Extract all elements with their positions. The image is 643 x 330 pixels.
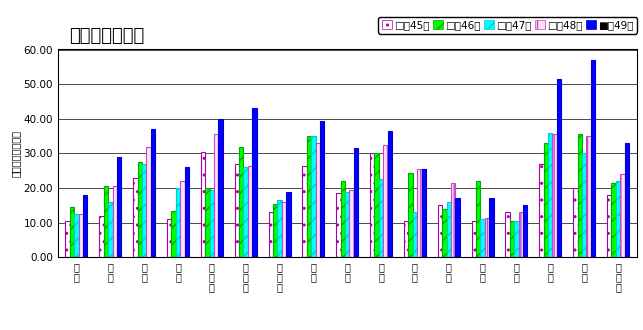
Bar [582, 153, 586, 257]
Bar [383, 145, 388, 257]
Y-axis label: 定点当たり報告数: 定点当たり報告数 [11, 130, 21, 177]
Bar [214, 134, 219, 257]
Bar [341, 181, 345, 257]
Bar [142, 164, 147, 257]
Bar [510, 221, 514, 257]
Bar [446, 202, 451, 257]
Bar [282, 202, 286, 257]
Bar [586, 136, 591, 257]
Bar [591, 60, 595, 257]
Bar [485, 217, 489, 257]
Bar [269, 213, 273, 257]
Bar [75, 214, 78, 257]
Bar [311, 136, 316, 257]
Bar [519, 213, 523, 257]
Bar [117, 157, 122, 257]
Bar [577, 134, 582, 257]
Bar [544, 143, 548, 257]
Bar [66, 221, 70, 257]
Bar [83, 195, 87, 257]
Bar [505, 213, 510, 257]
Legend: □第45週, □第46週, □第47週, □第48週, ■第49週: □第45週, □第46週, □第47週, □第48週, ■第49週 [378, 17, 637, 34]
Bar [616, 181, 620, 257]
Bar [573, 188, 577, 257]
Bar [480, 219, 485, 257]
Bar [514, 221, 519, 257]
Bar [316, 143, 320, 257]
Bar [442, 209, 446, 257]
Bar [286, 191, 291, 257]
Bar [417, 169, 422, 257]
Bar [307, 136, 311, 257]
Bar [320, 120, 324, 257]
Bar [235, 164, 239, 257]
Bar [611, 183, 616, 257]
Bar [370, 153, 374, 257]
Bar [277, 200, 282, 257]
Bar [607, 195, 611, 257]
Bar [185, 167, 189, 257]
Bar [180, 181, 185, 257]
Bar [451, 183, 455, 257]
Bar [354, 148, 358, 257]
Bar [133, 178, 138, 257]
Bar [548, 133, 552, 257]
Bar [147, 147, 150, 257]
Bar [104, 186, 108, 257]
Bar [413, 213, 417, 257]
Bar [336, 193, 341, 257]
Bar [172, 211, 176, 257]
Bar [408, 173, 413, 257]
Bar [379, 180, 383, 257]
Bar [404, 221, 408, 257]
Bar [210, 190, 214, 257]
Bar [552, 134, 557, 257]
Bar [176, 188, 180, 257]
Bar [476, 181, 480, 257]
Text: インフルエンザ: インフルエンザ [69, 27, 145, 45]
Bar [138, 162, 142, 257]
Bar [252, 108, 257, 257]
Bar [620, 174, 624, 257]
Bar [219, 119, 223, 257]
Bar [167, 219, 172, 257]
Bar [248, 166, 252, 257]
Bar [349, 190, 354, 257]
Bar [201, 152, 205, 257]
Bar [78, 214, 83, 257]
Bar [150, 129, 155, 257]
Bar [99, 216, 104, 257]
Bar [374, 153, 379, 257]
Bar [455, 199, 460, 257]
Bar [523, 205, 527, 257]
Bar [108, 202, 113, 257]
Bar [345, 191, 349, 257]
Bar [422, 169, 426, 257]
Bar [438, 205, 442, 257]
Bar [70, 207, 75, 257]
Bar [113, 186, 117, 257]
Bar [244, 167, 248, 257]
Bar [557, 79, 561, 257]
Bar [489, 199, 494, 257]
Bar [239, 147, 244, 257]
Bar [302, 166, 307, 257]
Bar [471, 221, 476, 257]
Bar [205, 188, 210, 257]
Bar [388, 131, 392, 257]
Bar [539, 164, 544, 257]
Bar [624, 143, 629, 257]
Bar [273, 204, 277, 257]
